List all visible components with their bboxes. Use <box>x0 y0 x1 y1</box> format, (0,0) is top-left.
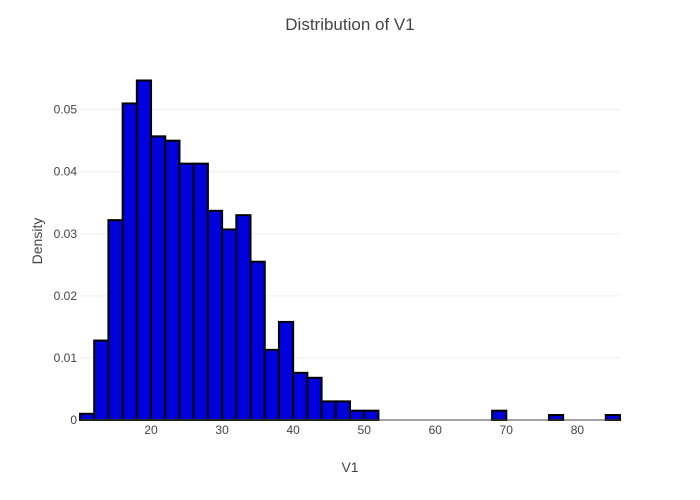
histogram-bar <box>206 209 224 421</box>
chart-title: Distribution of V1 <box>285 15 414 34</box>
histogram-bar <box>604 414 622 422</box>
y-axis-ticks: 0 0.01 0.02 0.03 0.04 0.05 <box>54 103 78 427</box>
y-tick-label: 0.05 <box>54 103 78 117</box>
x-tick-label: 30 <box>215 423 229 437</box>
x-tick-label: 70 <box>500 423 514 437</box>
histogram-bar <box>277 320 295 421</box>
histogram-bar <box>491 409 508 422</box>
y-tick-label: 0.01 <box>54 351 78 365</box>
x-tick-label: 20 <box>144 423 158 437</box>
bars-layer <box>79 79 622 422</box>
x-tick-label: 50 <box>358 423 372 437</box>
histogram-bar <box>150 135 167 422</box>
x-axis-title: V1 <box>341 459 358 475</box>
histogram-bar <box>135 79 153 421</box>
histogram-bar <box>178 162 195 421</box>
x-tick-label: 60 <box>429 423 443 437</box>
histogram-bar <box>235 214 252 421</box>
histogram-bar <box>320 400 337 421</box>
histogram-bar <box>121 102 138 421</box>
histogram-bar <box>107 219 124 421</box>
histogram-bar <box>79 412 96 421</box>
histogram-bar <box>306 376 323 421</box>
histogram-bar <box>221 228 238 421</box>
y-tick-label: 0.04 <box>54 165 78 179</box>
y-axis-title: Density <box>29 218 45 265</box>
histogram-bar <box>93 339 110 421</box>
histogram-bar <box>363 409 380 422</box>
x-tick-label: 80 <box>571 423 585 437</box>
histogram-bar <box>164 139 181 421</box>
x-tick-label: 40 <box>286 423 300 437</box>
histogram-bar <box>192 162 209 421</box>
histogram-bar <box>292 371 309 421</box>
y-tick-label: 0.03 <box>54 227 78 241</box>
histogram-bar <box>334 400 351 421</box>
y-tick-label: 0 <box>70 413 77 427</box>
histogram-bar <box>249 260 266 422</box>
y-tick-label: 0.02 <box>54 289 78 303</box>
histogram-bar <box>547 414 565 422</box>
histogram-bar <box>263 348 280 421</box>
histogram-bar <box>349 409 366 422</box>
x-axis-ticks: 20 30 40 50 60 70 80 <box>144 423 584 437</box>
